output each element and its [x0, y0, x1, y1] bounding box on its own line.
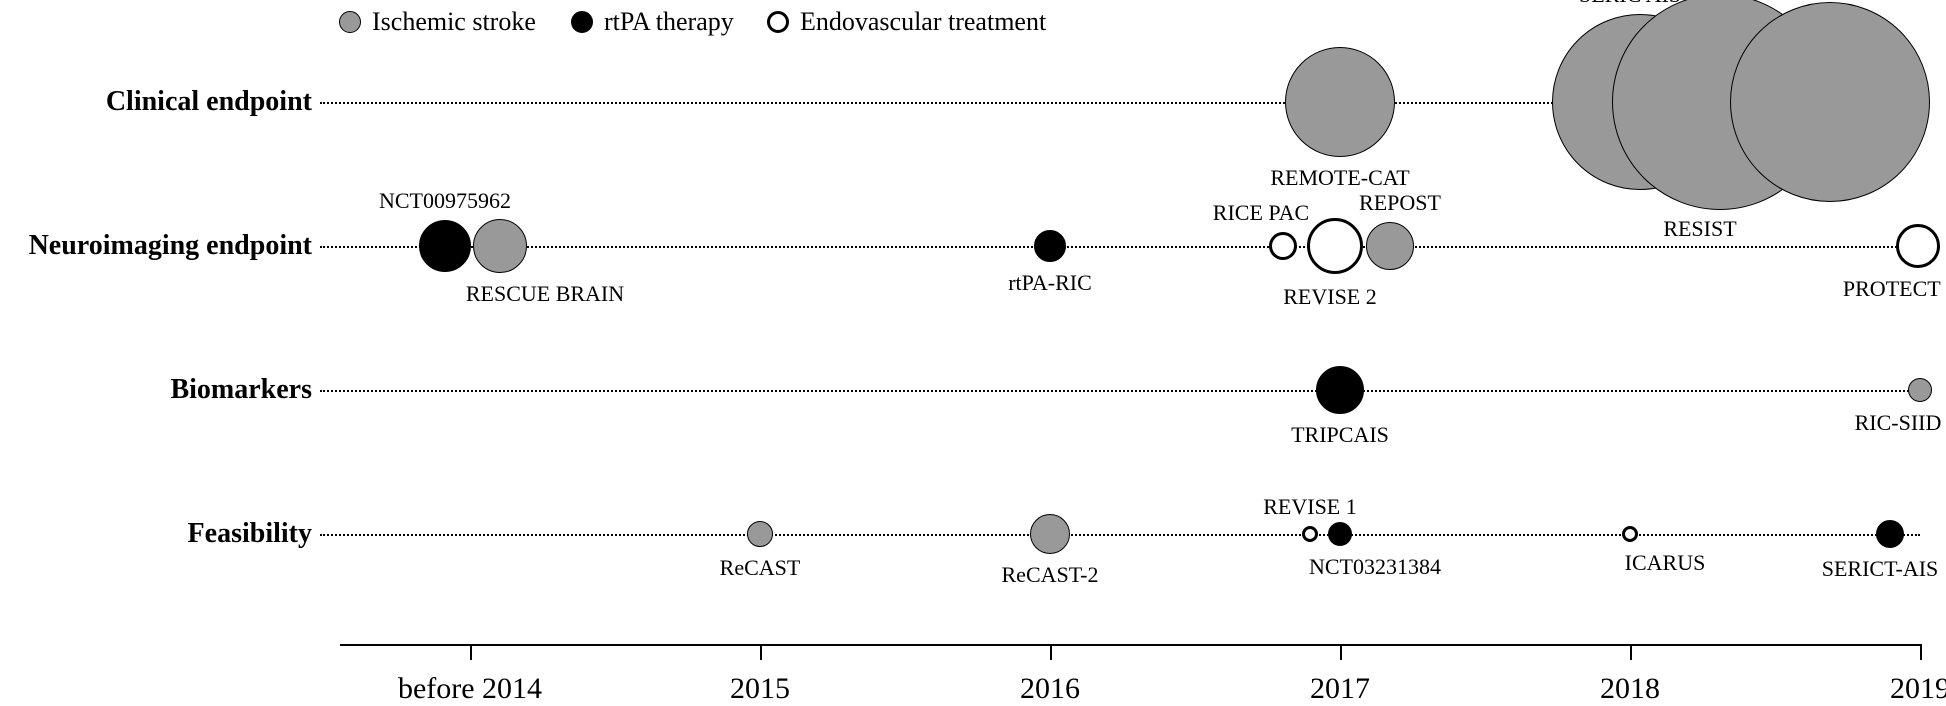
bubble-label-icarus: ICARUS: [1625, 550, 1706, 576]
xaxis-label-1: 2015: [730, 672, 790, 706]
bubble-label-remote-cat: REMOTE-CAT: [1270, 165, 1409, 191]
timeline-bubble-chart: Ischemic stroke rtPA therapy Endovascular …: [0, 0, 1946, 706]
bubble-label-seric-ais: SERIC AIS: [1579, 0, 1681, 8]
bubble-revise-1: [1302, 526, 1318, 542]
bubble-ric-siid: [1908, 378, 1932, 402]
bubble-label-nct03231384: NCT03231384: [1309, 554, 1441, 580]
bubble-rice-pac: [1269, 232, 1297, 260]
row-dotline-neuroimaging: [320, 246, 1920, 248]
xaxis-tick-5: [1920, 644, 1922, 660]
xaxis-tick-3: [1340, 644, 1342, 660]
bubble-label-tripcais: TRIPCAIS: [1291, 422, 1389, 448]
row-dotline-feasibility: [320, 534, 1920, 536]
bubble-recast: [747, 521, 773, 547]
xaxis-tick-2: [1050, 644, 1052, 660]
legend-swatch-0: [339, 11, 361, 33]
row-label-clinical: Clinical endpoint: [0, 86, 312, 118]
legend-swatch-1: [571, 11, 593, 33]
bubble-repost: [1366, 222, 1414, 270]
row-label-feasibility: Feasibility: [0, 518, 312, 550]
xaxis-label-3: 2017: [1310, 672, 1370, 706]
xaxis-tick-4: [1630, 644, 1632, 660]
bubble-rescue-brain: [473, 219, 527, 273]
xaxis-tick-0: [470, 644, 472, 660]
bubble-label-serict-ais: SERICT-AIS: [1822, 556, 1939, 582]
bubble-label-recast-2: ReCAST-2: [1002, 562, 1099, 588]
bubble-nct03231384: [1328, 522, 1352, 546]
bubble-label-recast: ReCAST: [720, 555, 801, 581]
legend-label-1: rtPA therapy: [604, 7, 734, 37]
bubble-label-nct00975962: NCT00975962: [379, 188, 511, 214]
bubble-label-repost: REPOST: [1359, 190, 1441, 216]
bubble-icarus: [1622, 526, 1638, 542]
legend-label-0: Ischemic stroke: [372, 7, 536, 37]
bubble-ricamis: [1730, 2, 1930, 202]
bubble-revise-2: [1307, 218, 1363, 274]
row-label-biomarkers: Biomarkers: [0, 374, 312, 406]
bubble-label-revise-1: REVISE 1: [1263, 494, 1357, 520]
bubble-label-revise-2: REVISE 2: [1283, 284, 1377, 310]
xaxis-label-2: 2016: [1020, 672, 1080, 706]
xaxis-label-4: 2018: [1600, 672, 1660, 706]
bubble-label-rescue-brain: RESCUE BRAIN: [466, 281, 624, 307]
bubble-recast-2: [1030, 514, 1070, 554]
bubble-label-rice-pac: RICE PAC: [1213, 200, 1309, 226]
xaxis-label-0: before 2014: [398, 672, 542, 706]
bubble-nct00975962: [419, 220, 471, 272]
bubble-label-ric-siid: RIC-SIID: [1855, 410, 1942, 436]
bubble-protect-i: [1896, 224, 1940, 268]
bubble-label-protect-i: PROTECT I: [1843, 276, 1946, 302]
xaxis-line: [340, 644, 1920, 646]
row-dotline-biomarkers: [320, 390, 1920, 392]
xaxis-label-5: 2019: [1890, 672, 1946, 706]
xaxis-tick-1: [760, 644, 762, 660]
bubble-tripcais: [1316, 366, 1364, 414]
bubble-label-rtpa-ric: rtPA-RIC: [1008, 270, 1092, 296]
legend-swatch-2: [767, 11, 789, 33]
bubble-serict-ais: [1876, 520, 1904, 548]
bubble-remote-cat: [1285, 47, 1395, 157]
legend-label-2: Endovascular treatment: [800, 7, 1046, 37]
row-label-neuroimaging: Neuroimaging endpoint: [0, 230, 312, 262]
bubble-rtpa-ric: [1034, 230, 1066, 262]
bubble-label-resist: RESIST: [1663, 216, 1736, 242]
